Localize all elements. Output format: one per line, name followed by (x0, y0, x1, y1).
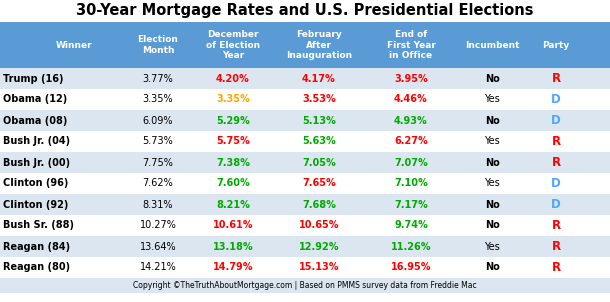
Text: 7.05%: 7.05% (302, 158, 336, 168)
Text: R: R (551, 219, 561, 232)
Text: 11.26%: 11.26% (391, 242, 431, 252)
Text: Obama (12): Obama (12) (3, 95, 67, 104)
Bar (0, 173, 610, 194)
Text: 14.21%: 14.21% (140, 262, 176, 272)
Text: 7.75%: 7.75% (143, 158, 173, 168)
Bar (0, 215, 610, 236)
Text: 6.27%: 6.27% (394, 137, 428, 146)
Text: No: No (484, 262, 500, 272)
Text: 5.13%: 5.13% (302, 115, 336, 126)
Text: 30-Year Mortgage Rates and U.S. Presidential Elections: 30-Year Mortgage Rates and U.S. Presiden… (76, 4, 534, 18)
Text: 13.64%: 13.64% (140, 242, 176, 252)
Text: D: D (551, 93, 561, 106)
Bar (0, 152, 610, 173)
Text: 5.75%: 5.75% (216, 137, 250, 146)
Text: Yes: Yes (484, 137, 500, 146)
Text: End of
First Year
in Office: End of First Year in Office (387, 30, 436, 60)
Text: R: R (551, 240, 561, 253)
Text: No: No (484, 200, 500, 210)
Text: No: No (484, 115, 500, 126)
Text: 4.17%: 4.17% (302, 73, 336, 83)
Text: Reagan (80): Reagan (80) (3, 262, 70, 272)
Text: 5.73%: 5.73% (143, 137, 173, 146)
Text: 5.29%: 5.29% (216, 115, 250, 126)
Text: 7.38%: 7.38% (216, 158, 250, 168)
Text: Incumbent: Incumbent (465, 40, 519, 50)
Text: Winner: Winner (56, 40, 92, 50)
Bar (0, 236, 610, 257)
Text: 8.21%: 8.21% (216, 200, 250, 210)
Text: 7.10%: 7.10% (394, 178, 428, 188)
Text: Yes: Yes (484, 178, 500, 188)
Text: 16.95%: 16.95% (391, 262, 431, 272)
Text: 3.35%: 3.35% (216, 95, 250, 104)
Text: 12.92%: 12.92% (299, 242, 339, 252)
Text: Obama (08): Obama (08) (3, 115, 67, 126)
Text: 10.27%: 10.27% (140, 220, 176, 230)
Text: D: D (551, 198, 561, 211)
Text: 3.77%: 3.77% (143, 73, 173, 83)
Text: 3.95%: 3.95% (394, 73, 428, 83)
Text: 4.20%: 4.20% (216, 73, 250, 83)
Text: 4.46%: 4.46% (394, 95, 428, 104)
Text: D: D (551, 114, 561, 127)
Text: Trump (16): Trump (16) (3, 73, 63, 83)
Text: 7.65%: 7.65% (302, 178, 336, 188)
Text: Reagan (84): Reagan (84) (3, 242, 70, 252)
Text: 6.09%: 6.09% (143, 115, 173, 126)
Text: 13.18%: 13.18% (213, 242, 253, 252)
Text: 7.60%: 7.60% (216, 178, 250, 188)
Text: Yes: Yes (484, 242, 500, 252)
Bar (0, 131, 610, 152)
Text: 7.07%: 7.07% (394, 158, 428, 168)
Bar (0, 110, 610, 131)
Text: Bush Sr. (88): Bush Sr. (88) (3, 220, 74, 230)
Text: 10.65%: 10.65% (299, 220, 339, 230)
Text: 3.53%: 3.53% (302, 95, 336, 104)
Text: R: R (551, 156, 561, 169)
Text: Bush Jr. (04): Bush Jr. (04) (3, 137, 70, 146)
Bar (0, 194, 610, 215)
Bar (0, 68, 610, 89)
Bar (0, 0, 610, 22)
Text: 7.17%: 7.17% (394, 200, 428, 210)
Text: Election
Month: Election Month (138, 35, 179, 55)
Text: 15.13%: 15.13% (299, 262, 339, 272)
Text: 10.61%: 10.61% (213, 220, 253, 230)
Text: 3.35%: 3.35% (143, 95, 173, 104)
Text: No: No (484, 73, 500, 83)
Text: Clinton (92): Clinton (92) (3, 200, 68, 210)
Text: Copyright ©TheTruthAboutMortgage.com | Based on PMMS survey data from Freddie Ma: Copyright ©TheTruthAboutMortgage.com | B… (133, 281, 477, 290)
Text: Clinton (96): Clinton (96) (3, 178, 68, 188)
Text: Yes: Yes (484, 95, 500, 104)
Text: R: R (551, 135, 561, 148)
Text: 4.93%: 4.93% (394, 115, 428, 126)
Bar (0, 278, 610, 293)
Text: 7.62%: 7.62% (143, 178, 173, 188)
Text: R: R (551, 261, 561, 274)
Bar (0, 22, 610, 68)
Text: R: R (551, 72, 561, 85)
Text: No: No (484, 158, 500, 168)
Text: February
After
Inauguration: February After Inauguration (286, 30, 352, 60)
Text: No: No (484, 220, 500, 230)
Text: December
of Election
Year: December of Election Year (206, 30, 260, 60)
Text: 8.31%: 8.31% (143, 200, 173, 210)
Text: Party: Party (542, 40, 570, 50)
Text: 14.79%: 14.79% (213, 262, 253, 272)
Text: 5.63%: 5.63% (302, 137, 336, 146)
Text: D: D (551, 177, 561, 190)
Text: Bush Jr. (00): Bush Jr. (00) (3, 158, 70, 168)
Text: 9.74%: 9.74% (394, 220, 428, 230)
Bar (0, 257, 610, 278)
Text: 7.68%: 7.68% (302, 200, 336, 210)
Bar (0, 89, 610, 110)
